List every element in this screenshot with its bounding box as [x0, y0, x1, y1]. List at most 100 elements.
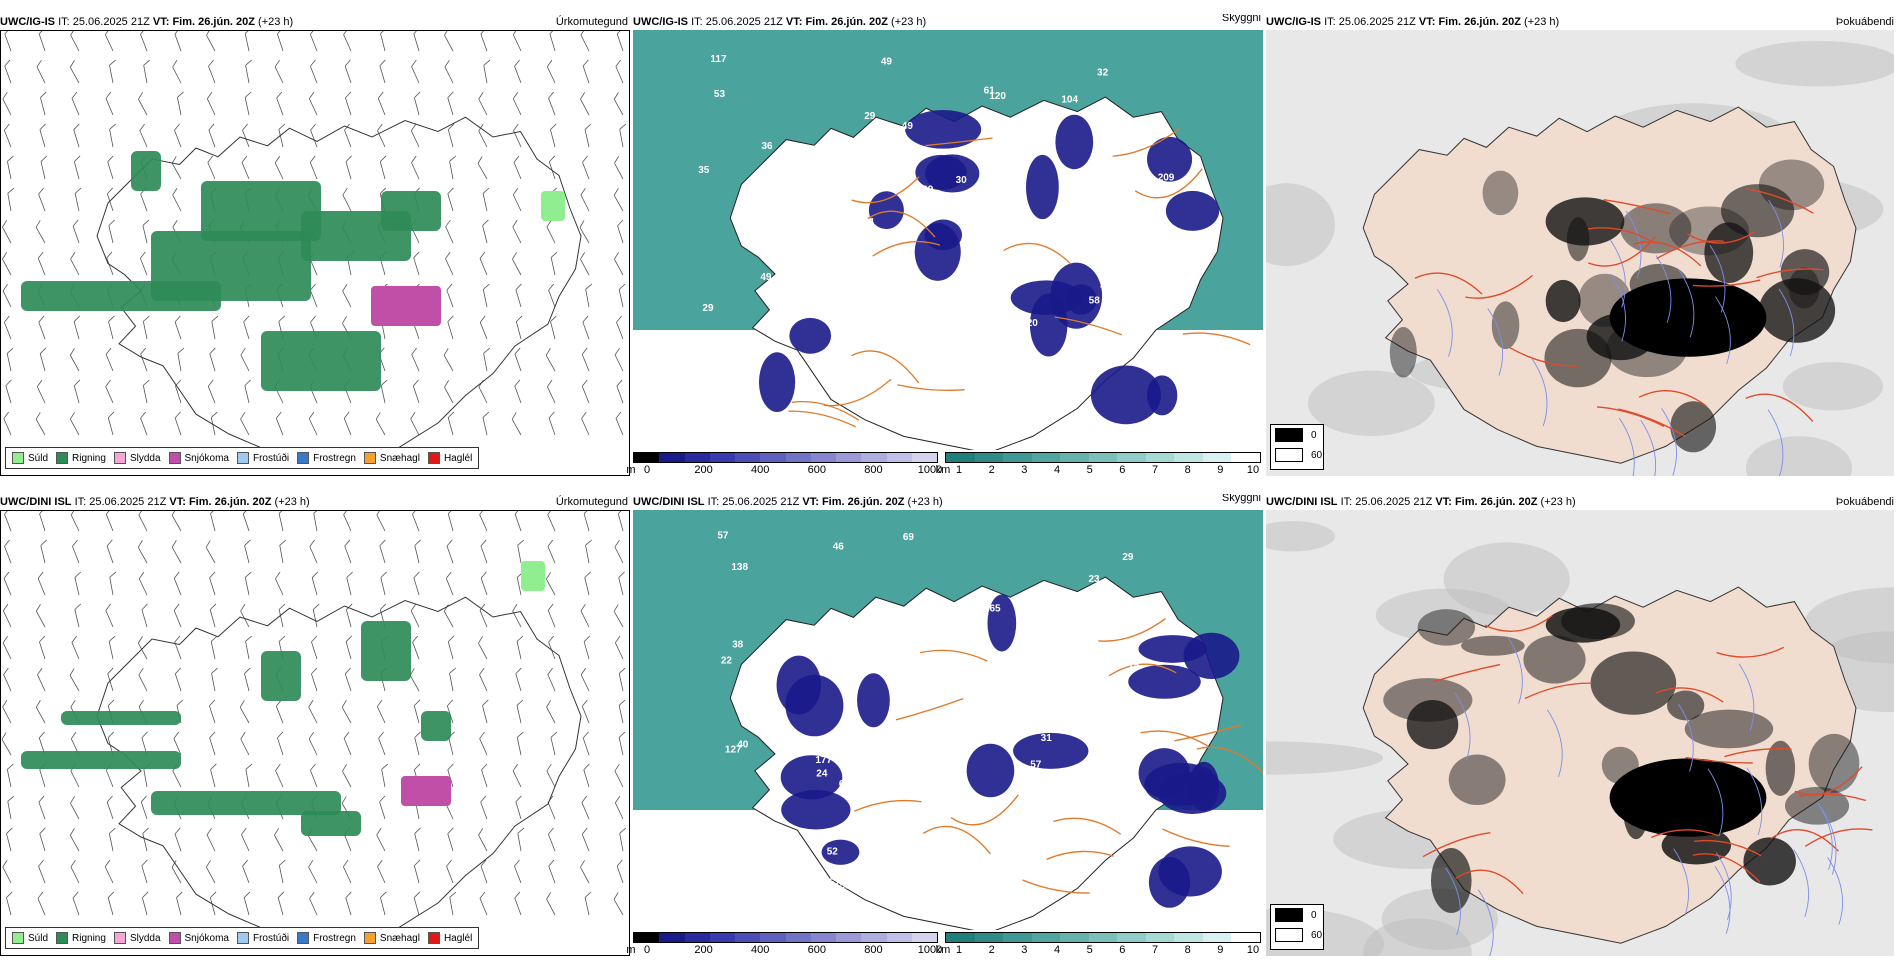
wind-barb-staff: [139, 130, 148, 148]
wind-barb-staff: [582, 737, 590, 756]
wind-barb-flag: [278, 603, 286, 610]
wind-barb-staff: [446, 866, 454, 884]
map-frame[interactable]: 177 333 39 43 31 52 41 75 66 71 106 46 43 138 57 49 127 1…: [633, 510, 1263, 930]
wind-barb-staff: [342, 194, 352, 212]
wind-barb: [40, 155, 48, 180]
wind-barb-flag: [377, 123, 383, 131]
map-frame[interactable]: Súld Rigning Slydda Snjókoma Frostúði Frostre…: [0, 30, 630, 476]
wind-barb-flag: [107, 155, 114, 163]
wind-barb: [73, 315, 80, 340]
wind-barb: [208, 123, 216, 148]
model-name: UWC/IG-IS: [633, 16, 688, 28]
it-value: 25.06.2025 21Z: [1338, 16, 1416, 28]
wind-barb-staff: [343, 834, 352, 852]
wind-barb-staff: [245, 769, 250, 788]
road: [920, 649, 988, 662]
wind-barb: [614, 635, 624, 660]
wind-barb-staff: [138, 578, 148, 596]
wind-barb-flag: [548, 859, 555, 867]
wind-barb-flag: [618, 699, 626, 706]
wind-barb-staff: [514, 897, 522, 916]
rain-area: [421, 711, 451, 741]
road: [867, 210, 936, 238]
wind-barb-staff: [479, 514, 488, 532]
wind-barb-staff: [244, 97, 250, 116]
colorbar-cell: [1060, 933, 1089, 942]
wind-barb-flag: [547, 379, 553, 387]
wind-barb-flag: [210, 411, 218, 418]
ceiling-label: 32: [1097, 67, 1109, 78]
wind-barb-staff: [279, 545, 284, 564]
wind-barb-flag: [414, 827, 421, 834]
low-ceiling-area: [1183, 632, 1240, 680]
wind-barb-staff: [109, 129, 114, 148]
wind-barb-flag: [581, 699, 588, 707]
wind-barb-flag: [177, 91, 184, 98]
map-frame[interactable]: 0 60: [1266, 510, 1894, 956]
wind-barb: [479, 667, 488, 692]
map-frame[interactable]: 0 60: [1266, 30, 1894, 476]
wind-barb-flag: [172, 188, 178, 196]
vt-value: Fim. 26.jún. 20Z: [805, 16, 888, 28]
wind-barb: [481, 763, 488, 788]
wind-barb-flag: [412, 511, 418, 515]
wind-barb-staff: [171, 547, 182, 564]
wind-barb: [69, 828, 80, 852]
wind-barb: [176, 891, 183, 916]
wind-barb-staff: [580, 98, 590, 116]
wind-barb-staff: [517, 833, 522, 852]
road: [1756, 268, 1824, 279]
it-label: IT:: [58, 16, 70, 28]
wind-barb: [311, 571, 319, 596]
wind-barb-staff: [4, 33, 12, 52]
wind-barb-staff: [72, 546, 80, 564]
wind-barb: [3, 667, 12, 692]
wind-barb: [584, 571, 591, 596]
map-frame[interactable]: Súld Rigning Slydda Snjókoma Frostúði Frostre…: [0, 510, 630, 956]
rain-area: [151, 231, 311, 301]
wind-barb: [547, 795, 556, 820]
wind-barb: [343, 31, 352, 52]
wind-barb: [6, 827, 13, 852]
wind-barb: [242, 859, 250, 884]
wind-barb: [243, 315, 250, 340]
ceiling-label: 44: [881, 168, 893, 179]
wind-barb-flag: [36, 59, 42, 68]
wind-barb: [275, 699, 284, 724]
ceiling-label: 30: [1090, 182, 1102, 193]
colorbar-cell: [911, 453, 937, 462]
wind-barb-flag: [3, 603, 9, 611]
wind-barb-flag: [449, 891, 457, 898]
wind-barb-staff: [478, 98, 488, 116]
wind-barb: [378, 731, 386, 756]
wind-barb-staff: [172, 770, 182, 788]
wind-barb-flag: [377, 699, 383, 707]
wind-barb-staff: [411, 66, 420, 84]
road: [1692, 853, 1761, 883]
wind-barb-flag: [343, 511, 349, 515]
wind-barb-flag: [481, 763, 488, 771]
wind-barb-staff: [72, 225, 80, 244]
precip-legend: Súld Rigning Slydda Snjókoma Frostúði Frostre…: [5, 927, 480, 949]
map-frame[interactable]: 117 36 37 44 36 29 38 55 26 59 30 20 82 59 220 49 95 33 20…: [633, 30, 1263, 450]
wind-barb: [174, 123, 182, 148]
wind-barb: [37, 251, 46, 276]
wind-barb-flag: [478, 828, 484, 836]
wind-barb-flag: [582, 155, 588, 163]
colorbar-cell: [634, 453, 660, 462]
wind-barb: [584, 123, 592, 148]
wind-barb: [171, 860, 182, 884]
road: [1596, 406, 1665, 428]
wind-barb: [105, 603, 114, 628]
wind-barb-flag: [479, 731, 485, 739]
wind-barb-flag: [37, 251, 44, 259]
wind-barb: [138, 92, 148, 116]
fog-index-area: [1670, 401, 1717, 453]
wind-barb: [618, 283, 626, 308]
wind-barb-flag: [413, 891, 421, 898]
wind-barb-staff: [514, 385, 522, 404]
wind-barb: [275, 571, 284, 596]
wind-barb: [413, 251, 420, 276]
wind-barb-flag: [308, 860, 314, 868]
wind-barb-staff: [616, 322, 624, 340]
